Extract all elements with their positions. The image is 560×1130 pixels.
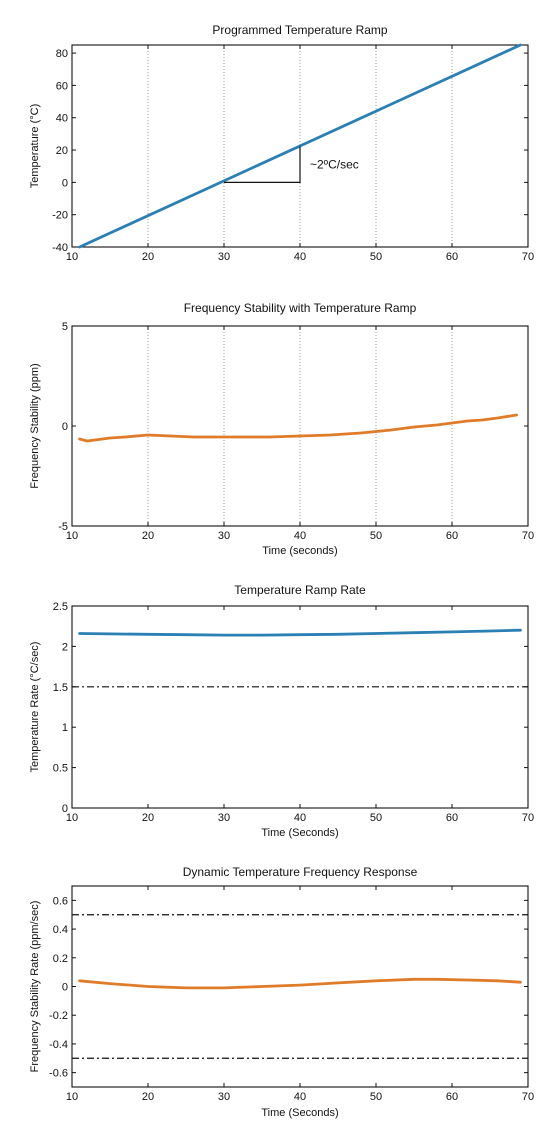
chart1-title: Programmed Temperature Ramp xyxy=(212,23,388,37)
chart3-ytick-label: 2.5 xyxy=(53,601,68,613)
chart3-ytick-label: 0 xyxy=(62,803,68,815)
chart3-ytick-label: 1 xyxy=(62,722,68,734)
chart1-ytick-label: -20 xyxy=(52,210,68,222)
chart4-ytick-label: 0.4 xyxy=(53,924,68,936)
chart3-xtick-label: 60 xyxy=(446,812,458,824)
chart4-xtick-label: 70 xyxy=(522,1091,534,1103)
chart2-xtick-label: 50 xyxy=(370,530,382,542)
chart3-xtick-label: 30 xyxy=(218,812,230,824)
chart4-ytick-label: 0.6 xyxy=(53,895,68,907)
chart4-ytick-label: -0.2 xyxy=(49,1010,68,1022)
chart3-xtick-label: 10 xyxy=(66,812,78,824)
chart3-ytick-label: 2 xyxy=(62,641,68,653)
chart1-slope-triangle xyxy=(224,146,301,183)
chart1-ytick-label: 20 xyxy=(56,145,68,157)
chart2-title: Frequency Stability with Temperature Ram… xyxy=(184,301,417,315)
chart1-ytick-label: 80 xyxy=(56,48,68,60)
chart2-ylabel: Frequency Stability (ppm) xyxy=(29,363,41,488)
chart1-xtick-label: 70 xyxy=(522,251,534,263)
chart3-ytick-label: 0.5 xyxy=(53,763,68,775)
chart1-ytick-label: 0 xyxy=(62,177,68,189)
chart3-ylabel: Temperature Rate (°C/sec) xyxy=(29,642,41,773)
chart4-xtick-label: 50 xyxy=(370,1091,382,1103)
chart3-series-line xyxy=(78,628,522,637)
chart4-ytick-label: -0.4 xyxy=(49,1039,68,1051)
chart1-slope-annotation: ~2ºC/sec xyxy=(310,158,359,172)
chart4-title: Dynamic Temperature Frequency Response xyxy=(183,865,418,879)
chart1-ylabel: Temperature (°C) xyxy=(29,104,41,188)
chart2-series-line xyxy=(78,413,518,443)
chart3-ytick-label: 1.5 xyxy=(53,682,68,694)
chart2-xlabel: Time (seconds) xyxy=(262,545,337,557)
chart1-xtick-label: 40 xyxy=(294,251,306,263)
chart4-ytick-label: 0.2 xyxy=(53,953,68,965)
chart3-xtick-label: 50 xyxy=(370,812,382,824)
chart1-series-line xyxy=(78,43,522,249)
chart2-ytick-label: 0 xyxy=(62,421,68,433)
chart1-xtick-label: 30 xyxy=(218,251,230,263)
chart2-ytick-label: -5 xyxy=(58,521,68,533)
chart4-ytick-label: 0 xyxy=(62,982,68,994)
chart2-xtick-label: 40 xyxy=(294,530,306,542)
chart1-xtick-label: 50 xyxy=(370,251,382,263)
chart4-ylabel: Frequency Stability Rate (ppm/sec) xyxy=(29,901,41,1073)
chart1-ytick-label: -40 xyxy=(52,242,68,254)
chart4-xtick-label: 20 xyxy=(142,1091,154,1103)
chart3-axes-frame xyxy=(71,605,529,809)
chart4-xtick-label: 30 xyxy=(218,1091,230,1103)
chart3-xlabel: Time (Seconds) xyxy=(261,827,338,839)
chart1-xtick-label: 10 xyxy=(66,251,78,263)
chart4-xtick-label: 10 xyxy=(66,1091,78,1103)
chart2-xtick-label: 60 xyxy=(446,530,458,542)
chart4-xtick-label: 60 xyxy=(446,1091,458,1103)
chart4-series-line xyxy=(78,977,522,990)
chart3-xtick-label: 70 xyxy=(522,812,534,824)
chart2-xtick-label: 10 xyxy=(66,530,78,542)
chart1-xtick-label: 60 xyxy=(446,251,458,263)
chart3-title: Temperature Ramp Rate xyxy=(234,583,366,597)
chart1-xtick-label: 20 xyxy=(142,251,154,263)
chart2-xtick-label: 30 xyxy=(218,530,230,542)
chart1-ytick-label: 40 xyxy=(56,113,68,125)
chart4-xtick-label: 40 xyxy=(294,1091,306,1103)
chart2-xtick-label: 20 xyxy=(142,530,154,542)
chart1-ytick-label: 60 xyxy=(56,80,68,92)
chart2-xtick-label: 70 xyxy=(522,530,534,542)
chart4-xlabel: Time (Seconds) xyxy=(261,1107,338,1119)
chart4-ytick-label: -0.6 xyxy=(49,1068,68,1080)
chart2-ytick-label: 5 xyxy=(62,321,68,333)
chart3-xtick-label: 20 xyxy=(142,812,154,824)
chart3-xtick-label: 40 xyxy=(294,812,306,824)
